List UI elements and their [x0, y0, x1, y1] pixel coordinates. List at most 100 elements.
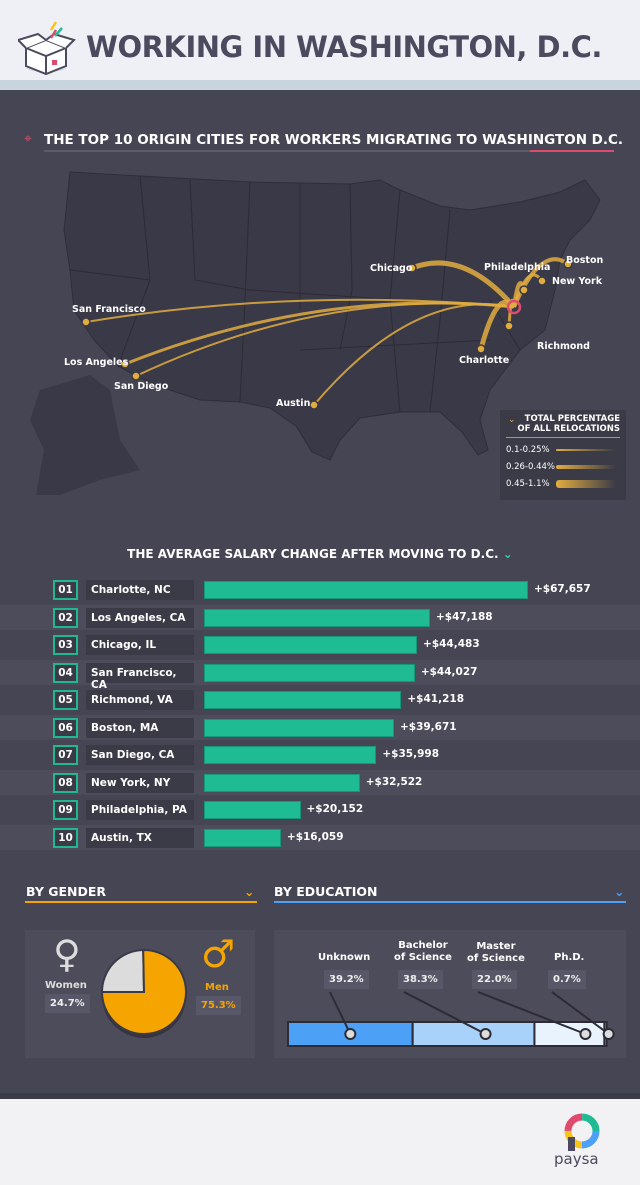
chevron-down-icon: ⌄: [508, 415, 516, 425]
city-name: San Francisco, CA: [86, 662, 194, 691]
salary-bar: [204, 691, 402, 709]
city-name: Boston, MA: [86, 717, 194, 738]
header: WORKING IN WASHINGTON, D.C.: [0, 0, 640, 90]
salary-value: +$67,657: [534, 583, 591, 595]
city-name: San Diego, CA: [86, 745, 194, 765]
salary-value: +$20,152: [306, 803, 364, 815]
legend-item: 0.1-0.25%: [506, 445, 620, 455]
men-label: Men: [205, 982, 229, 993]
salary-row: 06 Boston, MA +$39,671: [0, 714, 640, 740]
edu-label: Bachelor of Science: [394, 940, 452, 964]
legend-label: 0.45-1.1%: [506, 479, 550, 489]
migration-arrow: [411, 260, 516, 309]
divider: [44, 150, 614, 152]
divider: [25, 901, 257, 903]
edu-value: 22.0%: [472, 970, 517, 989]
rank-badge: 01: [53, 580, 78, 600]
city-label: Chicago: [370, 263, 413, 274]
paysa-logo: [564, 1113, 600, 1151]
salary-row: 09 Philadelphia, PA +$20,152: [0, 797, 640, 822]
city-name: Richmond, VA: [86, 690, 194, 710]
salary-bar: [204, 828, 281, 847]
city-label: New York: [552, 276, 603, 287]
gender-panel: ♀ Women 24.7% ♂ Men 75.3%: [25, 930, 255, 1058]
rank-badge: 04: [53, 662, 78, 683]
edu-label: Unknown: [318, 952, 371, 963]
rank-badge: 06: [53, 717, 78, 738]
city-label: Boston: [566, 255, 604, 266]
dc-target-icon: [506, 299, 522, 315]
salary-row: 07 San Diego, CA +$35,998: [0, 742, 640, 767]
education-segment: [533, 1021, 606, 1047]
legend-title: TOTAL PERCENTAGE: [524, 414, 620, 424]
rank-badge: 09: [53, 800, 78, 820]
city-name: Philadelphia, PA: [86, 800, 194, 820]
salary-bar: [204, 581, 528, 599]
footer: [0, 1093, 640, 1185]
pointer-line: [403, 991, 487, 1035]
salary-value: +$47,188: [435, 610, 493, 623]
brand-name: paysa: [554, 1150, 599, 1168]
legend-title: OF ALL RELOCATIONS: [517, 424, 620, 434]
rank-badge: 02: [53, 607, 78, 628]
city-dot: [476, 344, 486, 354]
salary-bar: [204, 773, 360, 792]
edu-value: 0.7%: [548, 970, 586, 989]
city-dot: [120, 359, 130, 369]
rank-badge: 10: [53, 827, 78, 848]
chevron-down-icon: ⌄: [244, 884, 255, 899]
salary-chart-title-text: THE AVERAGE SALARY CHANGE AFTER MOVING T…: [127, 547, 499, 561]
men-value: 75.3%: [196, 996, 241, 1015]
page-title: WORKING IN WASHINGTON, D.C.: [86, 30, 602, 64]
city-dot: [81, 317, 91, 327]
city-name: Austin, TX: [86, 827, 194, 848]
pointer-dot: [602, 1028, 615, 1040]
city-label: Los Angeles: [64, 357, 129, 368]
salary-bar: [204, 801, 301, 819]
pointer-line: [551, 991, 610, 1035]
city-label: Philadelphia: [484, 262, 551, 273]
education-segment: [411, 1021, 536, 1047]
rank-badge: 05: [53, 690, 78, 710]
salary-bar: [204, 663, 415, 682]
city-dot: [407, 263, 417, 273]
open-box-icon: [18, 21, 76, 76]
women-value: 24.7%: [45, 994, 90, 1013]
legend-item: 0.26-0.44%: [506, 462, 620, 472]
city-label: Richmond: [537, 341, 590, 352]
city-dot: [537, 276, 547, 286]
pointer-dot: [579, 1028, 592, 1040]
salary-value: +$32,522: [365, 775, 423, 788]
salary-row: 08 New York, NY +$32,522: [0, 769, 640, 795]
edu-label: Master of Science: [467, 941, 525, 965]
salary-value: +$16,059: [286, 830, 344, 843]
chevron-down-icon: ⌄: [502, 547, 513, 561]
edu-label-line: of Science: [394, 952, 452, 963]
salary-value: +$44,027: [420, 665, 478, 678]
pointer-line: [477, 991, 586, 1035]
legend-swatch: [556, 449, 616, 451]
legend-swatch: [556, 465, 616, 469]
city-dot: [563, 259, 573, 269]
map-title: THE TOP 10 ORIGIN CITIES FOR WORKERS MIG…: [44, 132, 624, 148]
city-label: San Diego: [114, 381, 169, 392]
us-map: [30, 171, 601, 495]
pointer-dot: [344, 1028, 357, 1040]
edu-label: Ph.D.: [554, 952, 585, 963]
city-label: San Francisco: [72, 304, 146, 315]
salary-row: 05 Richmond, VA +$41,218: [0, 687, 640, 712]
legend-label: 0.26-0.44%: [506, 462, 555, 472]
rank-badge: 03: [53, 635, 78, 655]
edu-value: 39.2%: [324, 970, 369, 989]
edu-value: 38.3%: [398, 970, 443, 989]
city-name: Charlotte, NC: [86, 580, 194, 600]
education-title: BY EDUCATION: [274, 884, 378, 899]
city-dot: [131, 371, 141, 381]
city-dot: [519, 285, 529, 295]
rank-badge: 07: [53, 745, 78, 765]
salary-value: +$44,483: [423, 638, 480, 650]
rank-badge: 08: [53, 772, 78, 793]
salary-bar: [204, 608, 430, 627]
salary-value: +$35,998: [382, 748, 439, 760]
map-legend: ⌄ TOTAL PERCENTAGE OF ALL RELOCATIONS 0.1…: [500, 410, 626, 500]
